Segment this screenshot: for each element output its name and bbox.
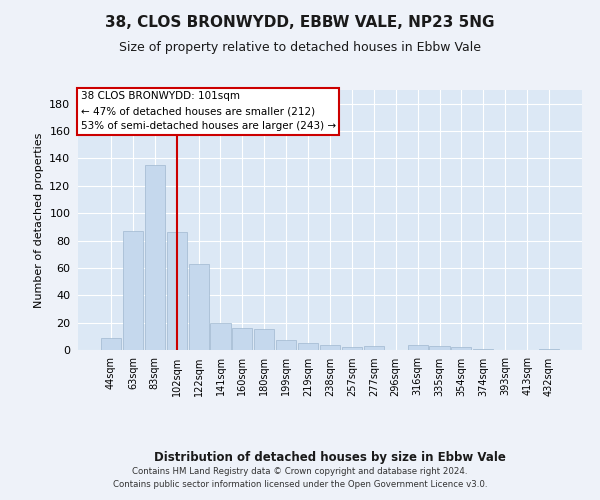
Bar	[451, 348, 472, 350]
Bar	[145, 166, 165, 350]
Bar	[473, 348, 493, 350]
Text: 38, CLOS BRONWYDD, EBBW VALE, NP23 5NG: 38, CLOS BRONWYDD, EBBW VALE, NP23 5NG	[105, 15, 495, 30]
Bar	[101, 338, 121, 350]
Bar	[364, 346, 384, 350]
Bar	[276, 340, 296, 350]
Bar	[407, 344, 428, 350]
X-axis label: Distribution of detached houses by size in Ebbw Vale: Distribution of detached houses by size …	[154, 452, 506, 464]
Bar	[298, 343, 318, 350]
Bar	[232, 328, 253, 350]
Y-axis label: Number of detached properties: Number of detached properties	[34, 132, 44, 308]
Text: Contains public sector information licensed under the Open Government Licence v3: Contains public sector information licen…	[113, 480, 487, 489]
Bar	[254, 330, 274, 350]
Bar	[539, 348, 559, 350]
Bar	[167, 232, 187, 350]
Bar	[320, 344, 340, 350]
Bar	[430, 346, 449, 350]
Text: Size of property relative to detached houses in Ebbw Vale: Size of property relative to detached ho…	[119, 41, 481, 54]
Bar	[211, 322, 230, 350]
Bar	[342, 348, 362, 350]
Text: 38 CLOS BRONWYDD: 101sqm
← 47% of detached houses are smaller (212)
53% of semi-: 38 CLOS BRONWYDD: 101sqm ← 47% of detach…	[80, 92, 335, 131]
Text: Contains HM Land Registry data © Crown copyright and database right 2024.: Contains HM Land Registry data © Crown c…	[132, 467, 468, 476]
Bar	[188, 264, 209, 350]
Bar	[123, 231, 143, 350]
